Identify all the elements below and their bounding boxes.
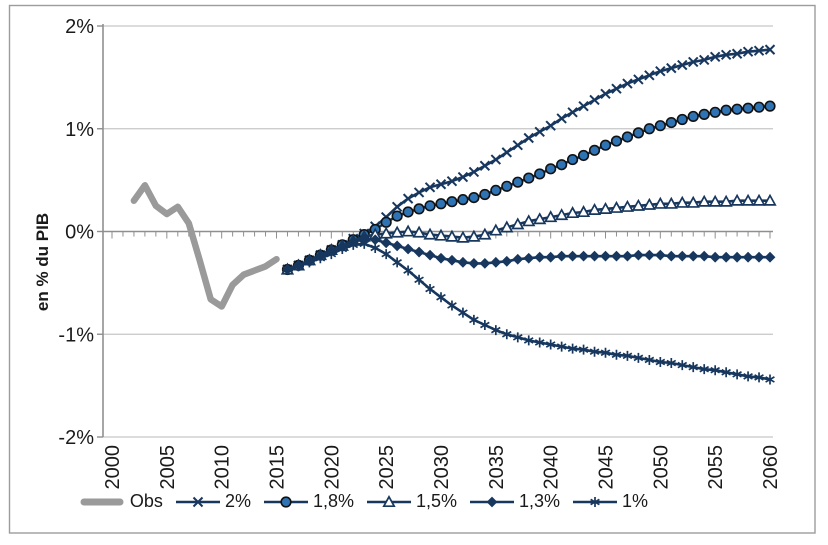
x-tick-label: 2050 — [650, 445, 672, 490]
legend-item-1-8pct: 1,8% — [263, 491, 354, 512]
legend-obs-label: Obs — [129, 491, 163, 511]
legend-1pct-sample — [573, 496, 618, 507]
legend-1-8pct-sample — [263, 495, 308, 508]
legend-1-8pct-label: 1,8% — [312, 491, 354, 511]
x-tick-label: 2040 — [541, 445, 563, 490]
x-tick-label: 2025 — [376, 445, 398, 490]
legend-item-1-5pct: 1,5% — [366, 491, 457, 512]
y-tick-label: -1% — [58, 324, 94, 346]
x-tick-label: 2030 — [431, 445, 453, 490]
legend-1-5pct-sample — [366, 494, 411, 507]
x-tick-label: 2010 — [212, 445, 234, 490]
legend-1pct-label: 1% — [622, 491, 649, 511]
series-1-8pct — [281, 100, 776, 276]
x-tick-label: 2015 — [267, 445, 289, 490]
legend-item-1pct: 1% — [572, 491, 648, 512]
chart-frame-border — [8, 4, 816, 534]
series-1-3pct — [282, 233, 776, 275]
x-tick-label: 2005 — [157, 445, 179, 490]
series-obs — [130, 182, 280, 310]
x-tick-label: 2000 — [102, 445, 124, 490]
legend-1-3pct-sample — [470, 496, 515, 507]
legend-1-3pct-label: 1,3% — [519, 491, 561, 511]
legend-item-1-3pct: 1,3% — [469, 491, 560, 512]
legend-2pct-sample — [175, 496, 220, 507]
x-tick-label: 2045 — [596, 445, 618, 490]
y-axis-title: en % du PIB — [33, 213, 52, 311]
x-tick-label: 2060 — [760, 445, 782, 490]
x-tick-label: 2035 — [486, 445, 508, 490]
series-1pct — [282, 238, 775, 385]
x-tick-label: 2055 — [705, 445, 727, 490]
legend-1-5pct-label: 1,5% — [415, 491, 458, 511]
legend-item-obs: Obs — [80, 491, 163, 512]
legend-obs-sample — [80, 498, 124, 505]
y-tick-label: 0% — [65, 222, 94, 244]
chart-legend: Obs 2% 1,8% 1,5% 1,3% 1% — [0, 491, 828, 512]
y-tick-label: 2% — [65, 16, 94, 38]
y-tick-label: 1% — [65, 119, 94, 141]
legend-2pct-label: 2% — [224, 491, 251, 511]
y-tick-label: -2% — [58, 427, 94, 449]
x-tick-label: 2020 — [321, 445, 343, 490]
legend-item-2pct: 2% — [175, 491, 251, 512]
